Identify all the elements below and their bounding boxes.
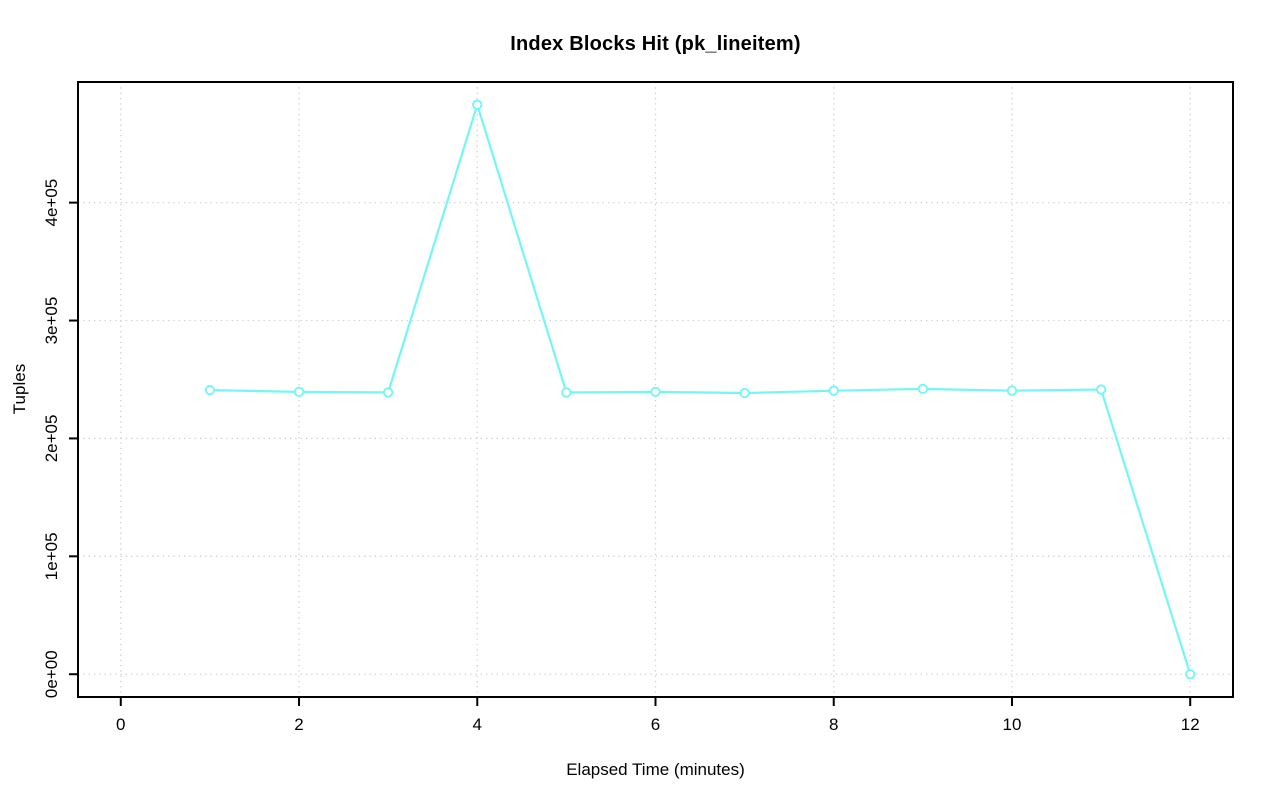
data-point-marker bbox=[1185, 669, 1196, 680]
x-tick-label: 8 bbox=[829, 715, 838, 734]
data-point-marker bbox=[382, 387, 394, 398]
series-path bbox=[208, 103, 1192, 676]
data-point-marker bbox=[293, 386, 305, 398]
data-point-marker bbox=[828, 385, 839, 396]
data-point-marker bbox=[650, 386, 661, 398]
data-point-marker bbox=[917, 383, 929, 395]
x-tick-label: 12 bbox=[1181, 715, 1200, 734]
data-point-marker bbox=[1095, 384, 1107, 395]
y-tick-label: 3e+05 bbox=[42, 297, 61, 345]
data-point-marker bbox=[1006, 385, 1018, 396]
x-tick-label: 0 bbox=[116, 715, 125, 734]
data-points bbox=[204, 99, 1196, 680]
x-axis: 0 2 4 6 8 10 12 bbox=[116, 697, 1200, 734]
x-tick-label: 10 bbox=[1003, 715, 1022, 734]
y-tick-label: 1e+05 bbox=[42, 532, 61, 580]
chart-title: Index Blocks Hit (pk_lineitem) bbox=[510, 33, 801, 55]
x-axis-label: Elapsed Time (minutes) bbox=[566, 760, 745, 779]
y-tick-label: 0e+00 bbox=[42, 650, 61, 698]
data-point-marker bbox=[472, 99, 483, 110]
x-tick-label: 2 bbox=[294, 715, 303, 734]
data-point-marker bbox=[561, 387, 572, 398]
y-tick-label: 2e+05 bbox=[42, 415, 61, 463]
x-tick-label: 4 bbox=[473, 715, 482, 734]
series-line bbox=[208, 103, 1192, 676]
data-point-marker bbox=[739, 387, 750, 399]
x-tick-label: 6 bbox=[651, 715, 660, 734]
y-axis: 0e+00 1e+05 2e+05 3e+05 4e+05 bbox=[42, 179, 78, 698]
y-tick-label: 4e+05 bbox=[42, 179, 61, 227]
plot-border bbox=[77, 81, 1234, 698]
data-point-marker bbox=[204, 384, 216, 396]
y-axis-label: Tuples bbox=[10, 363, 29, 415]
